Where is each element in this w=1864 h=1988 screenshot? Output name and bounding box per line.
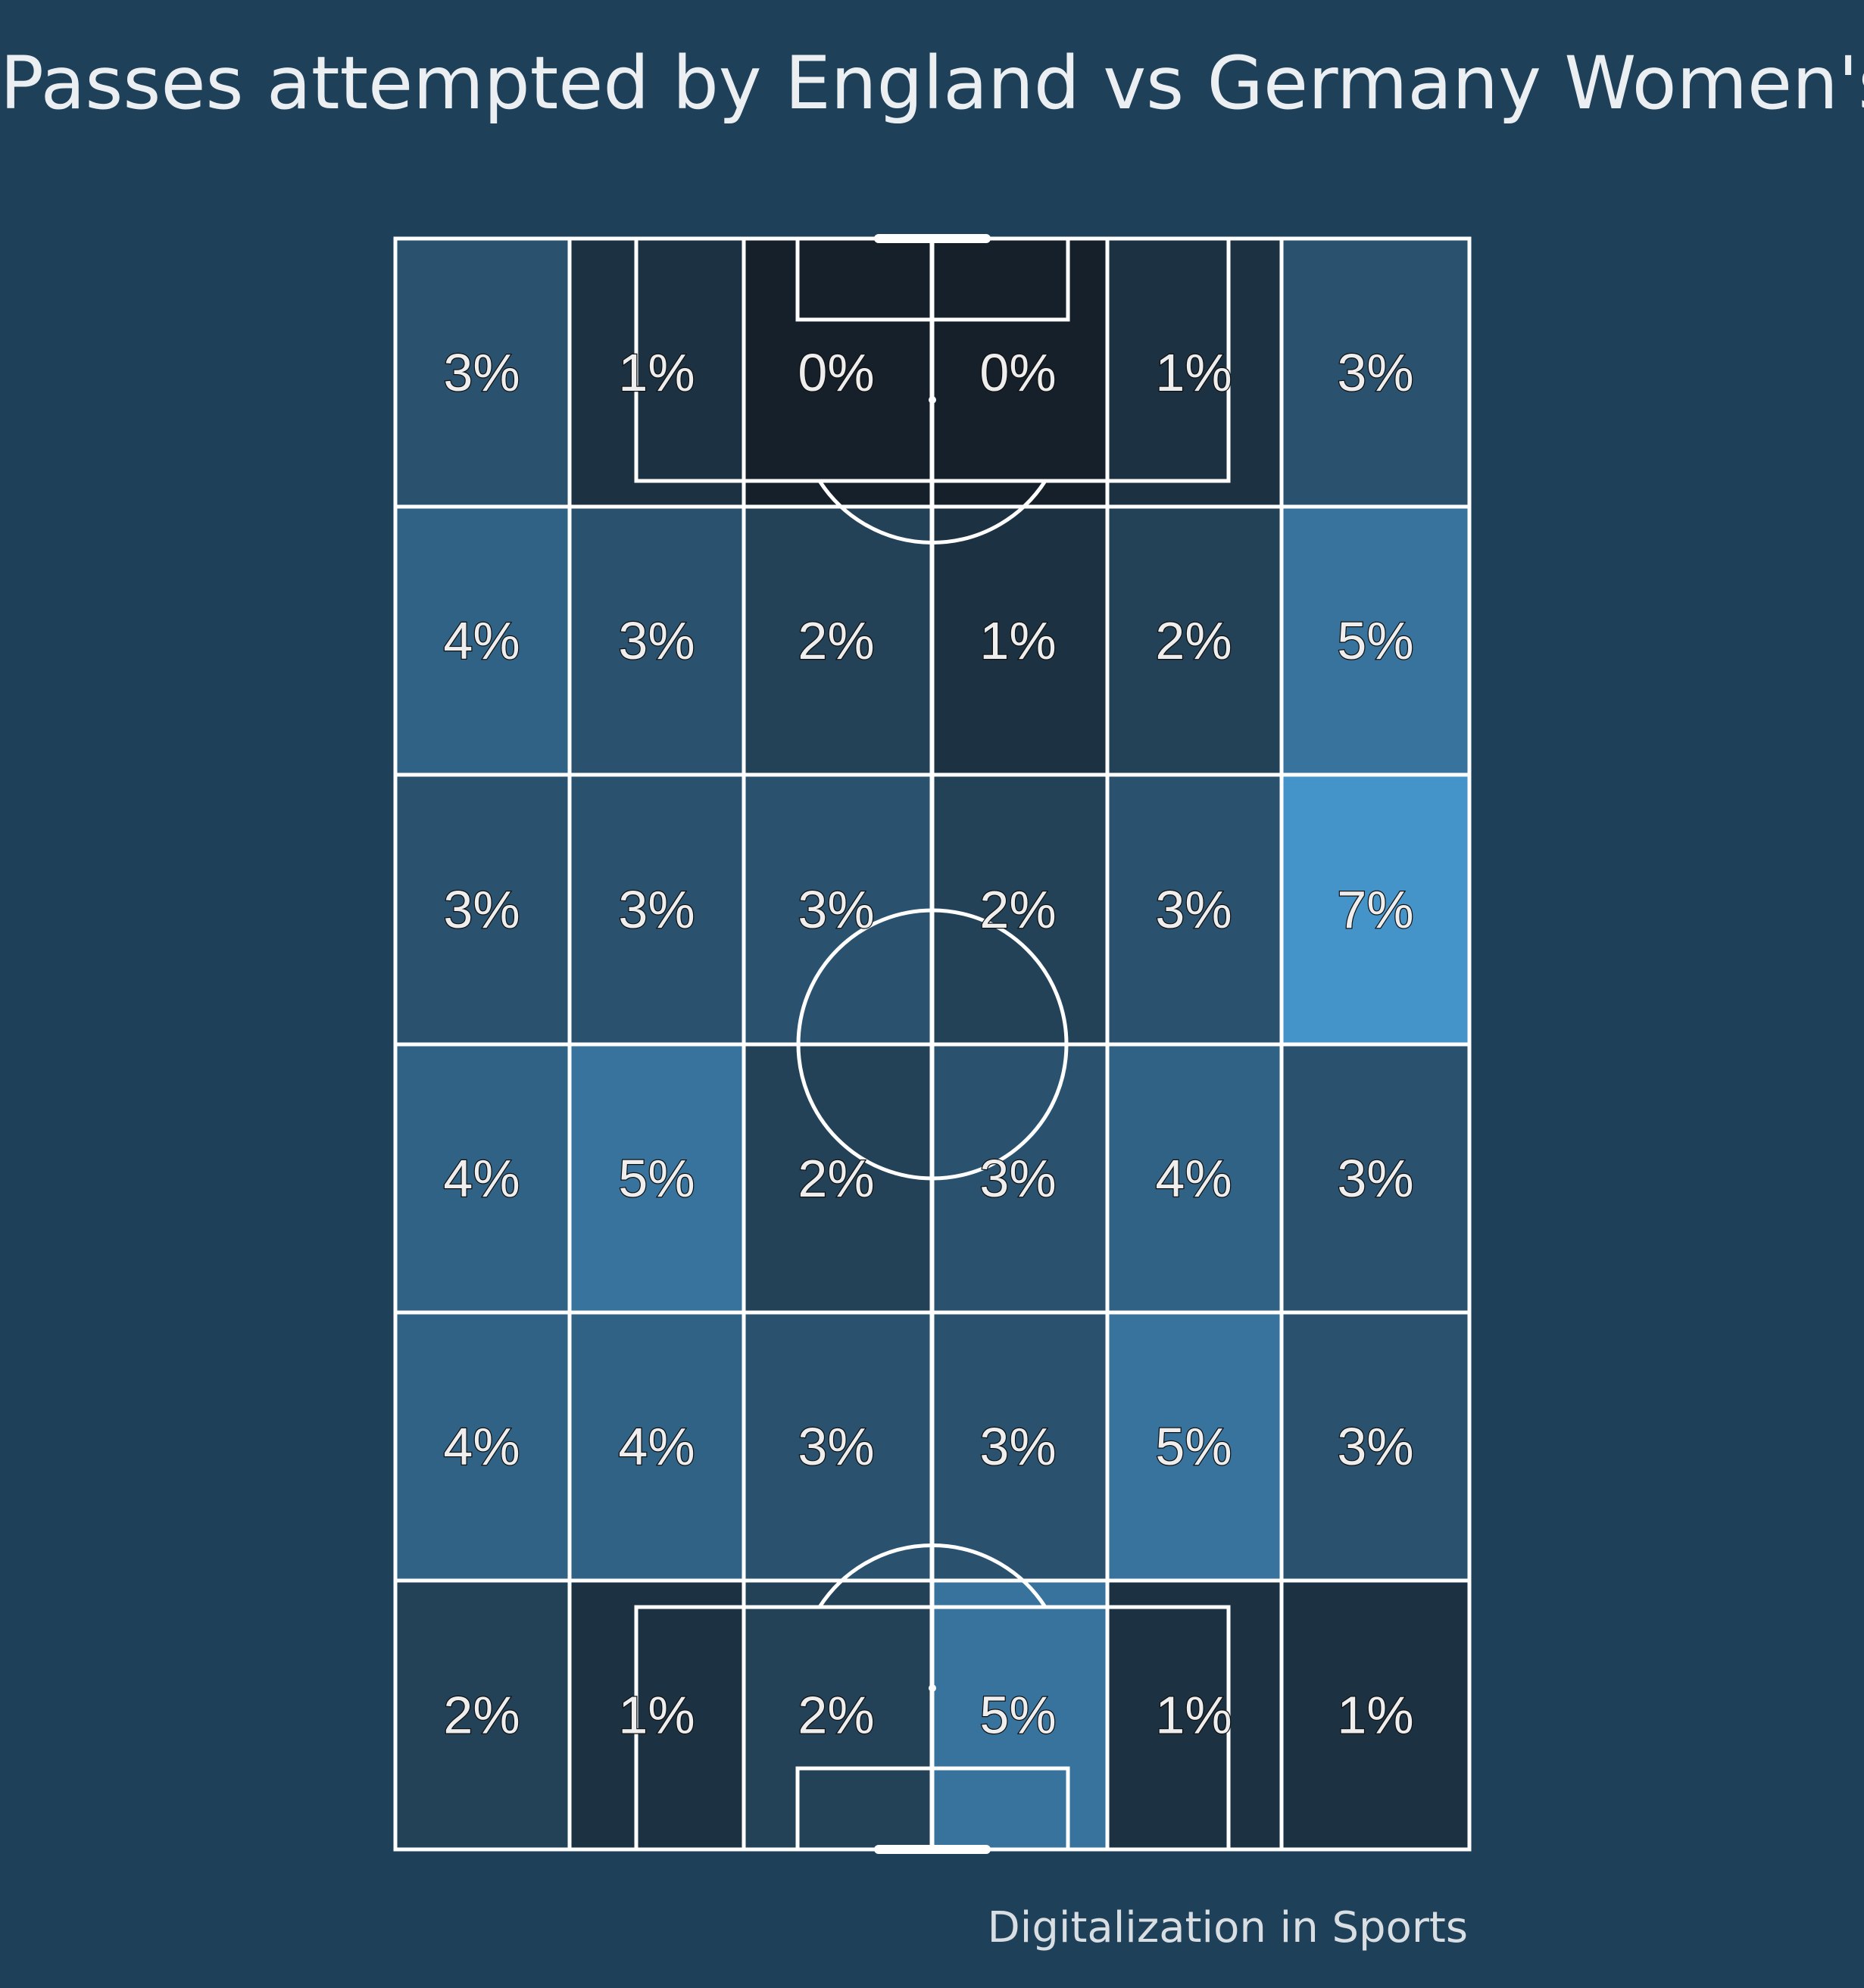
cell-value-label: 1% bbox=[1337, 1686, 1413, 1745]
cell-value-label: 4% bbox=[443, 611, 520, 670]
cell-value-label: 2% bbox=[798, 611, 874, 670]
cell-value-label: 0% bbox=[798, 343, 874, 402]
cell-value-label: 3% bbox=[798, 880, 874, 939]
cell-value-label: 3% bbox=[618, 611, 695, 670]
bottom-penalty-spot bbox=[929, 1684, 936, 1692]
heatmap-cell bbox=[742, 772, 934, 1047]
heatmap-cell bbox=[1105, 1310, 1284, 1583]
credit-text: Digitalization in Sports bbox=[987, 1903, 1468, 1952]
cell-value-label: 3% bbox=[979, 1417, 1056, 1476]
cell-value-label: 1% bbox=[979, 611, 1056, 670]
penalty-spots bbox=[929, 396, 936, 1692]
heatmap-cell bbox=[742, 236, 934, 509]
heatmap-cell bbox=[1279, 504, 1472, 777]
cell-value-label: 2% bbox=[798, 1686, 874, 1745]
heatmap-cell bbox=[567, 772, 746, 1047]
top-penalty-spot bbox=[929, 396, 936, 404]
cell-value-label: 5% bbox=[979, 1686, 1056, 1745]
cell-value-label: 0% bbox=[979, 343, 1056, 402]
heatmap-cell bbox=[1105, 1578, 1284, 1852]
center-circle bbox=[796, 908, 1069, 1181]
cell-value-label: 3% bbox=[443, 880, 520, 939]
pitch-markings bbox=[393, 234, 1472, 1854]
chart-title: Passes attempted by England vs Germany W… bbox=[0, 41, 1864, 126]
heatmap-cell bbox=[742, 504, 934, 777]
heatmap-cell bbox=[929, 1042, 1110, 1315]
heatmap-cell bbox=[742, 1042, 934, 1315]
heatmap-cell bbox=[1279, 1042, 1472, 1315]
cell-value-label: 2% bbox=[979, 880, 1056, 939]
heatmap-cell bbox=[929, 772, 1110, 1047]
cell-value-label: 3% bbox=[1337, 343, 1413, 402]
cell-value-label: 7% bbox=[1337, 880, 1413, 939]
heatmap-cell bbox=[393, 1578, 572, 1852]
cell-value-label: 2% bbox=[1155, 611, 1232, 670]
cell-value-label: 4% bbox=[1155, 1149, 1232, 1208]
cell-value-label: 3% bbox=[798, 1417, 874, 1476]
cell-value-label: 1% bbox=[1155, 1686, 1232, 1745]
cell-value-label: 1% bbox=[618, 1686, 695, 1745]
cell-value-label: 4% bbox=[618, 1417, 695, 1476]
top-penalty-arc bbox=[817, 479, 1048, 545]
heatmap-cell bbox=[393, 1310, 572, 1583]
cell-value-label: 5% bbox=[1337, 611, 1413, 670]
heatmap-cell bbox=[393, 236, 572, 509]
cell-value-label: 1% bbox=[1155, 343, 1232, 402]
cell-value-label: 5% bbox=[1155, 1417, 1232, 1476]
cell-value-label: 3% bbox=[618, 880, 695, 939]
heatmap-cell bbox=[1105, 1042, 1284, 1315]
cell-value-label: 3% bbox=[1155, 880, 1232, 939]
heatmap-cell bbox=[567, 1310, 746, 1583]
cell-value-label: 3% bbox=[979, 1149, 1056, 1208]
cell-value-label: 1% bbox=[618, 343, 695, 402]
bottom-penalty-arc bbox=[817, 1543, 1048, 1609]
cell-value-label: 4% bbox=[443, 1417, 520, 1476]
cell-value-label: 2% bbox=[443, 1686, 520, 1745]
cell-value-label: 3% bbox=[443, 343, 520, 402]
heatmap-cell bbox=[393, 772, 572, 1047]
cell-value-label: 4% bbox=[443, 1149, 520, 1208]
heatmap-labels: 3% 1% 0% 0% 1% 3% 4% 3% 2% 1% 2% 5% 3% 3% 3% 2% 3% 7% 4% 5%… bbox=[442, 342, 1415, 1746]
cell-value-label: 2% bbox=[798, 1149, 874, 1208]
cell-value-label: 3% bbox=[1337, 1149, 1413, 1208]
heatmap-cell bbox=[1279, 1310, 1472, 1583]
heatmap-cell bbox=[1105, 772, 1284, 1047]
heatmap-cell bbox=[1279, 772, 1472, 1047]
heatmap-cell bbox=[567, 504, 746, 777]
cell-value-label: 5% bbox=[618, 1149, 695, 1208]
cell-value-label: 3% bbox=[1337, 1417, 1413, 1476]
heatmap-cells bbox=[393, 236, 1472, 1852]
